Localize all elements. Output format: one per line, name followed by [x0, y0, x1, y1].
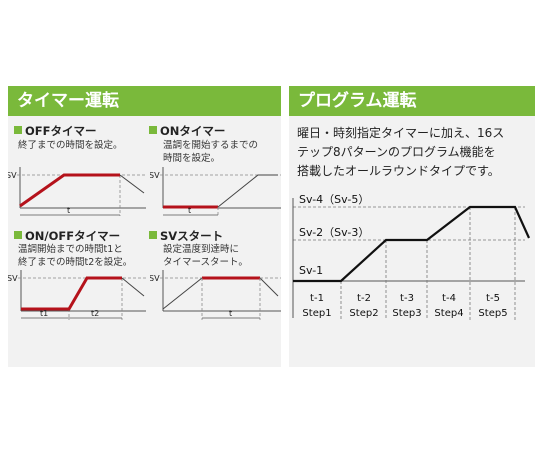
- time-label-t3: t-3: [400, 293, 414, 304]
- step-label-5: Step5: [478, 308, 507, 319]
- step-label-3: Step3: [392, 308, 421, 319]
- on-off-timer-title: ON/OFFタイマー: [14, 228, 120, 244]
- step-label-4: Step4: [434, 308, 463, 319]
- timer-operation-title: タイマー運転: [8, 86, 281, 116]
- time-label-t4: t-4: [442, 293, 456, 304]
- on-off-timer-sv-label: SV: [8, 274, 18, 283]
- sv-start-sv-label: SV: [150, 274, 160, 283]
- on-off-timer-t1-label: t1: [40, 309, 48, 318]
- sv-start-title: SVスタート: [149, 228, 223, 244]
- off-timer-sv-label: SV: [8, 171, 17, 180]
- step-label-2: Step2: [349, 308, 378, 319]
- on-off-timer-desc: 温調開始までの時間t1と 終了までの時間t2を設定。: [18, 244, 133, 268]
- program-operation-title: プログラム運転: [289, 86, 535, 116]
- program-operation-desc: 曜日・時刻指定タイマーに加え、16ス テップ8パターンのプログラム機能を 搭載し…: [297, 126, 505, 178]
- on-timer-sv-label: SV: [150, 171, 160, 180]
- step-label-1: Step1: [302, 308, 331, 319]
- program-diagram: Sv-4（Sv-5） Sv-2（Sv-3） Sv-1 t-1 t-2 t-3 t…: [292, 193, 531, 320]
- on-timer-t-label: t: [188, 206, 191, 215]
- time-label-t2: t-2: [357, 293, 371, 304]
- off-timer-diagram: SV t: [8, 167, 146, 216]
- green-square-icon: [149, 231, 157, 239]
- timer-operation-panel: タイマー運転 OFFタイマー 終了までの時間を設定。 SV t ONタイマー 温…: [8, 86, 281, 367]
- green-square-icon: [14, 231, 22, 239]
- level-label-sv2: Sv-2（Sv-3）: [299, 226, 369, 239]
- green-square-icon: [149, 126, 157, 134]
- on-off-timer-t2-label: t2: [91, 309, 99, 318]
- level-label-sv1: Sv-1: [299, 264, 323, 277]
- time-label-t5: t-5: [486, 293, 500, 304]
- off-timer-t-label: t: [67, 206, 70, 215]
- off-timer-title: OFFタイマー: [14, 123, 97, 139]
- on-off-timer-diagram: SV t1 t2: [8, 270, 146, 320]
- on-timer-title: ONタイマー: [149, 123, 225, 139]
- sv-start-t-label: t: [229, 309, 232, 318]
- program-operation-panel: プログラム運転 曜日・時刻指定タイマーに加え、16ス テップ8パターンのプログラ…: [289, 86, 535, 367]
- on-timer-diagram: SV t: [150, 167, 281, 217]
- sv-start-diagram: SV t: [150, 270, 281, 320]
- time-label-t1: t-1: [310, 293, 324, 304]
- sv-start-desc: 設定温度到達時に タイマースタート。: [163, 244, 248, 268]
- green-square-icon: [14, 126, 22, 134]
- off-timer-desc: 終了までの時間を設定。: [18, 140, 123, 151]
- on-timer-desc: 温調を開始するまでの 時間を設定。: [163, 140, 259, 164]
- level-label-sv4: Sv-4（Sv-5）: [299, 193, 369, 206]
